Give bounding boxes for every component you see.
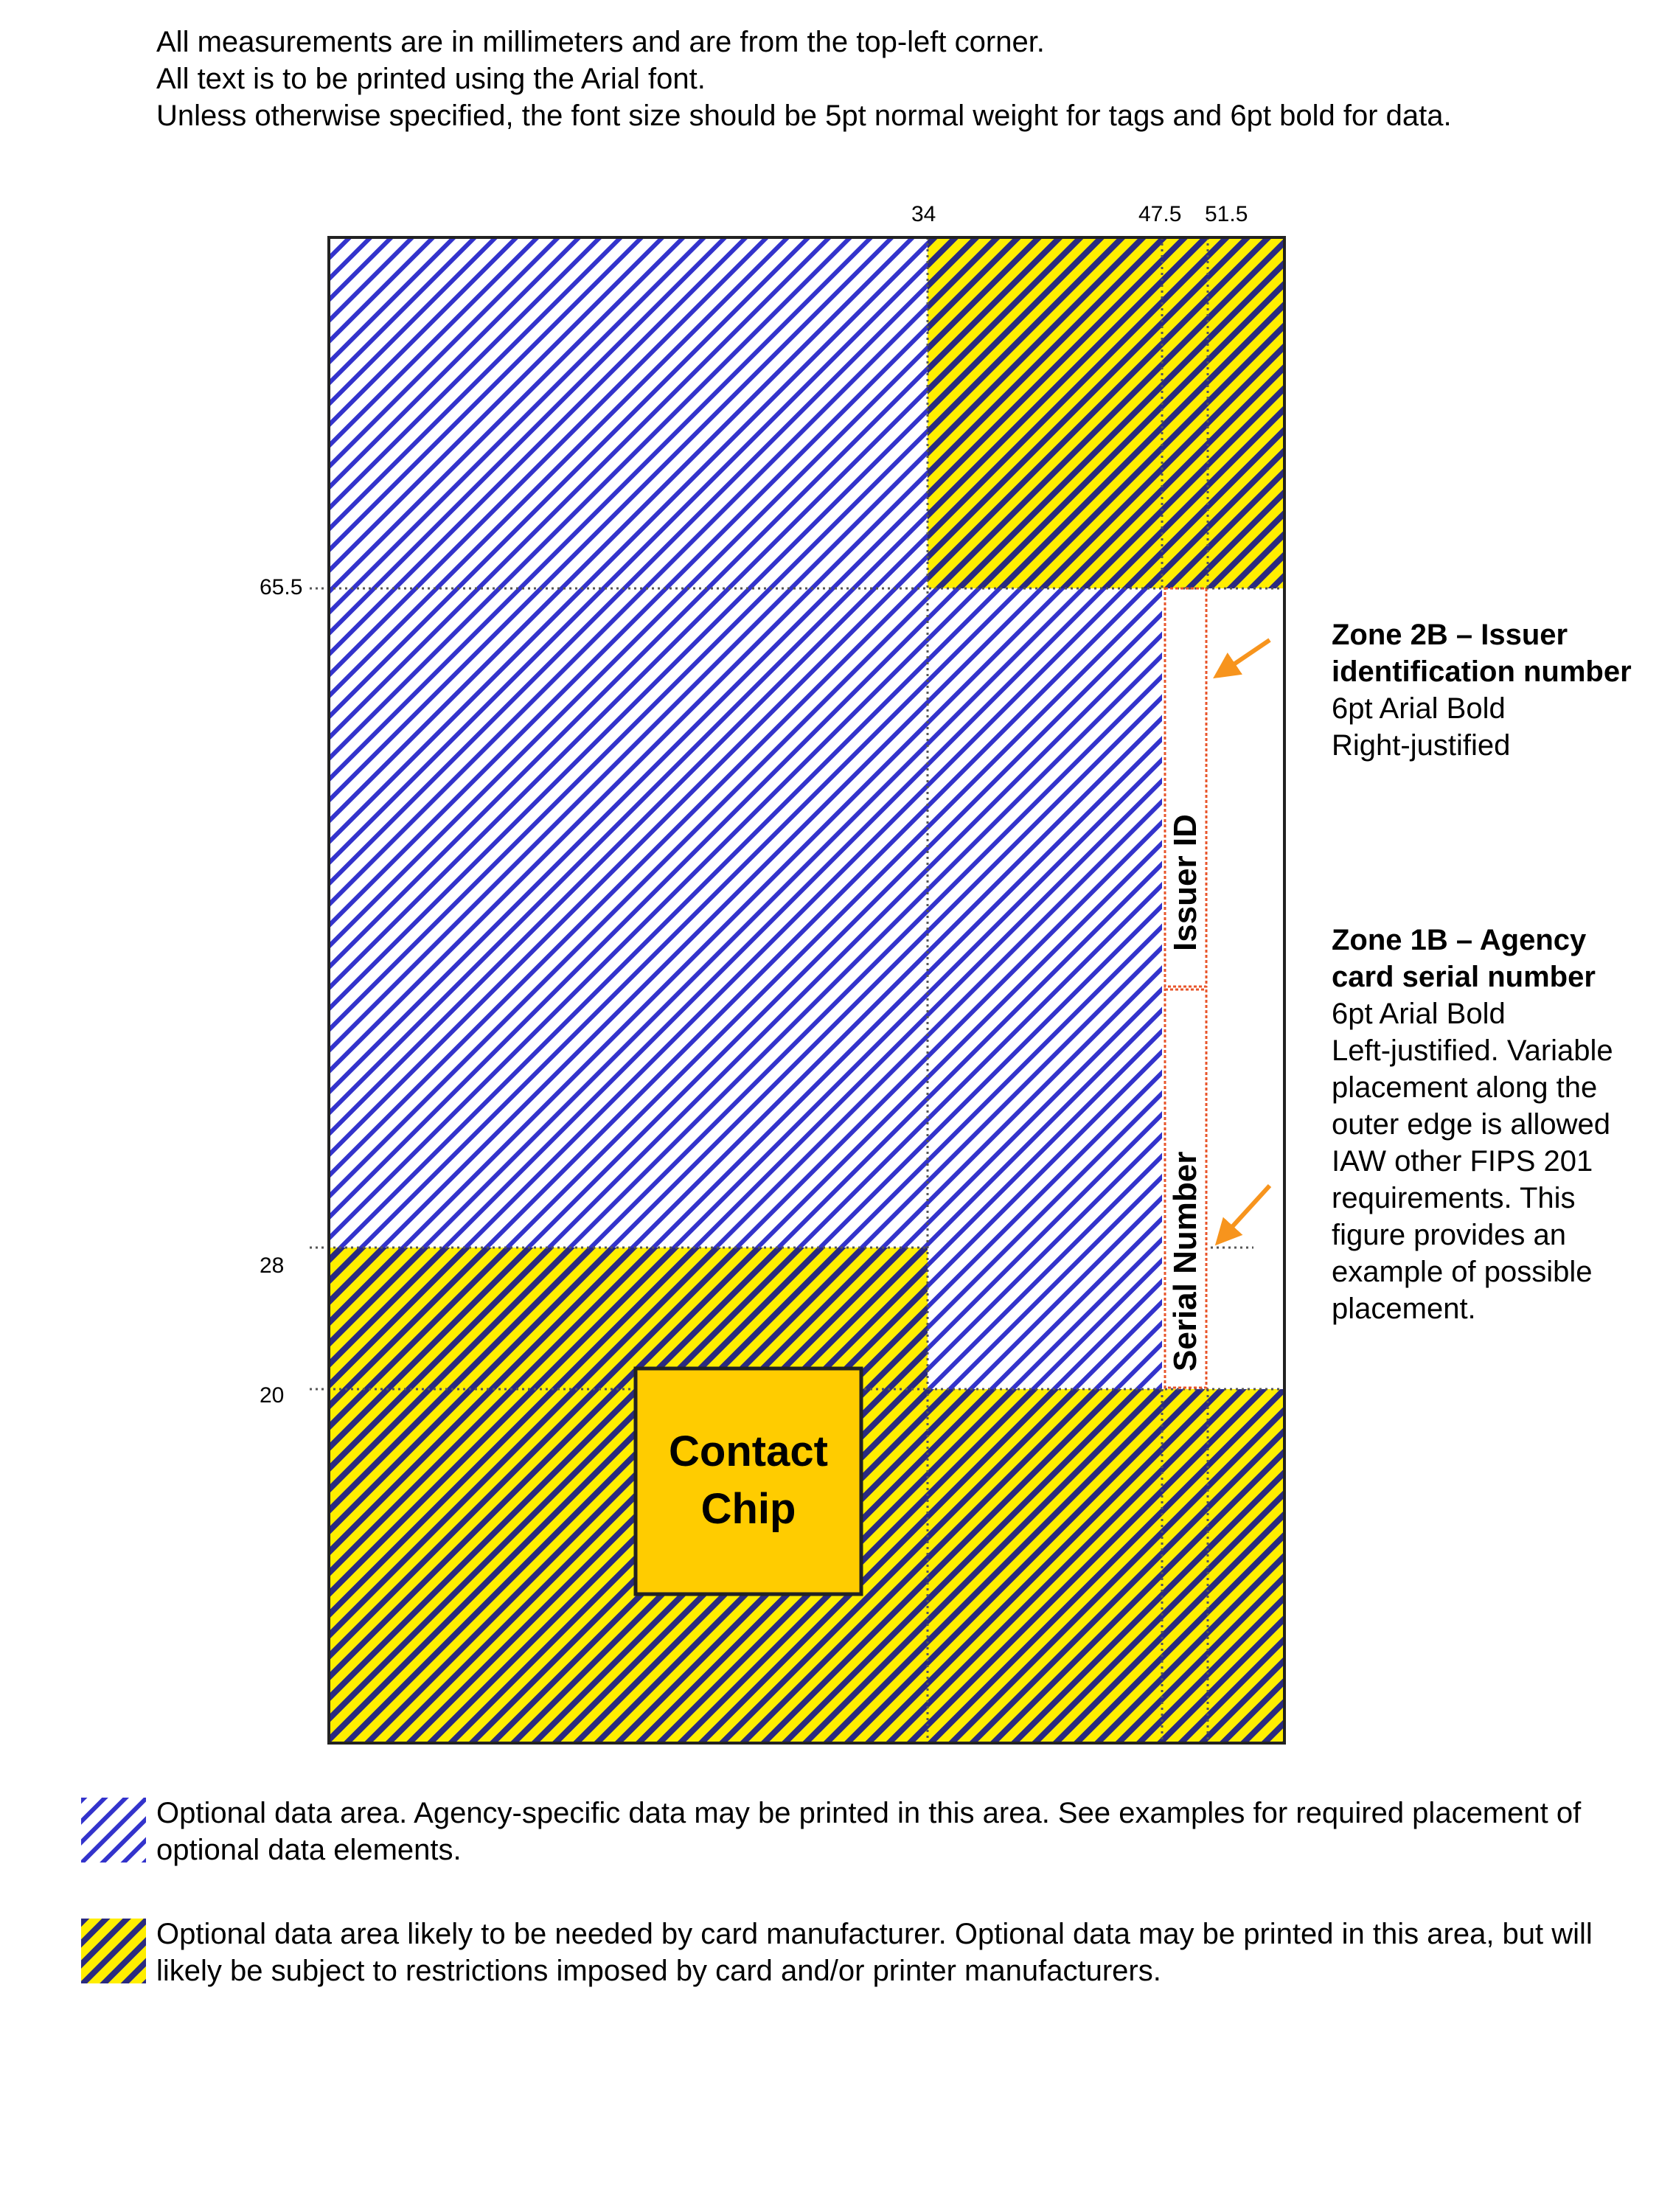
zone-1b-title: Zone 1B – Agency card serial number — [1332, 924, 1596, 993]
intro-line-1: All measurements are in millimeters and … — [156, 26, 1045, 58]
dim-left-28: 28 — [260, 1253, 285, 1278]
dim-top-34: 34 — [911, 202, 936, 226]
zone-2b-justify: Right-justified — [1332, 729, 1511, 762]
contact-chip-line1: Contact — [669, 1427, 828, 1475]
serial-number-label: Serial Number — [1167, 1152, 1203, 1371]
issuer-id-zone — [1164, 587, 1208, 988]
guide-lines — [310, 237, 1284, 1743]
issuer-arrow — [1213, 638, 1271, 679]
legend-yellow-text: Optional data area likely to be needed b… — [156, 1918, 1593, 1987]
dim-top-51-5: 51.5 — [1205, 202, 1248, 226]
card-border — [327, 236, 1286, 1745]
intro-line-3: Unless otherwise specified, the font siz… — [156, 100, 1452, 132]
zone-1b-font: 6pt Arial Bold — [1332, 998, 1506, 1030]
yellow-area-top-right — [928, 237, 1284, 588]
issuer-id-label: Issuer ID — [1167, 814, 1203, 951]
serial-arrow — [1214, 1183, 1272, 1246]
contact-chip-line2: Chip — [701, 1485, 796, 1533]
zone-1b-details: Left-justified. Variable placement along… — [1332, 1034, 1613, 1325]
blue-area-middle — [928, 588, 1162, 1389]
legend-blue-text: Optional data area. Agency-specific data… — [156, 1797, 1582, 1866]
zone-1b-description: Zone 1B – Agency card serial number 6pt … — [1332, 922, 1656, 1327]
yellow-hatch-swatch — [81, 1919, 146, 1983]
blue-area-left — [329, 237, 928, 1248]
dim-left-65-5: 65.5 — [260, 575, 303, 599]
zone-2b-title: Zone 2B – Issuer identification number — [1332, 619, 1632, 688]
dim-left-20: 20 — [260, 1383, 285, 1408]
serial-number-zone — [1164, 988, 1208, 1389]
dim-top-47-5: 47.5 — [1138, 202, 1182, 226]
zone-2b-font: 6pt Arial Bold — [1332, 692, 1506, 725]
blue-hatch-swatch — [81, 1798, 146, 1863]
contact-chip — [633, 1366, 863, 1596]
intro-notes: All measurements are in millimeters and … — [156, 24, 1484, 134]
intro-line-2: All text is to be printed using the Aria… — [156, 63, 706, 95]
yellow-area-lower-left — [329, 1248, 928, 1389]
zone-2b-description: Zone 2B – Issuer identification number 6… — [1332, 616, 1656, 764]
